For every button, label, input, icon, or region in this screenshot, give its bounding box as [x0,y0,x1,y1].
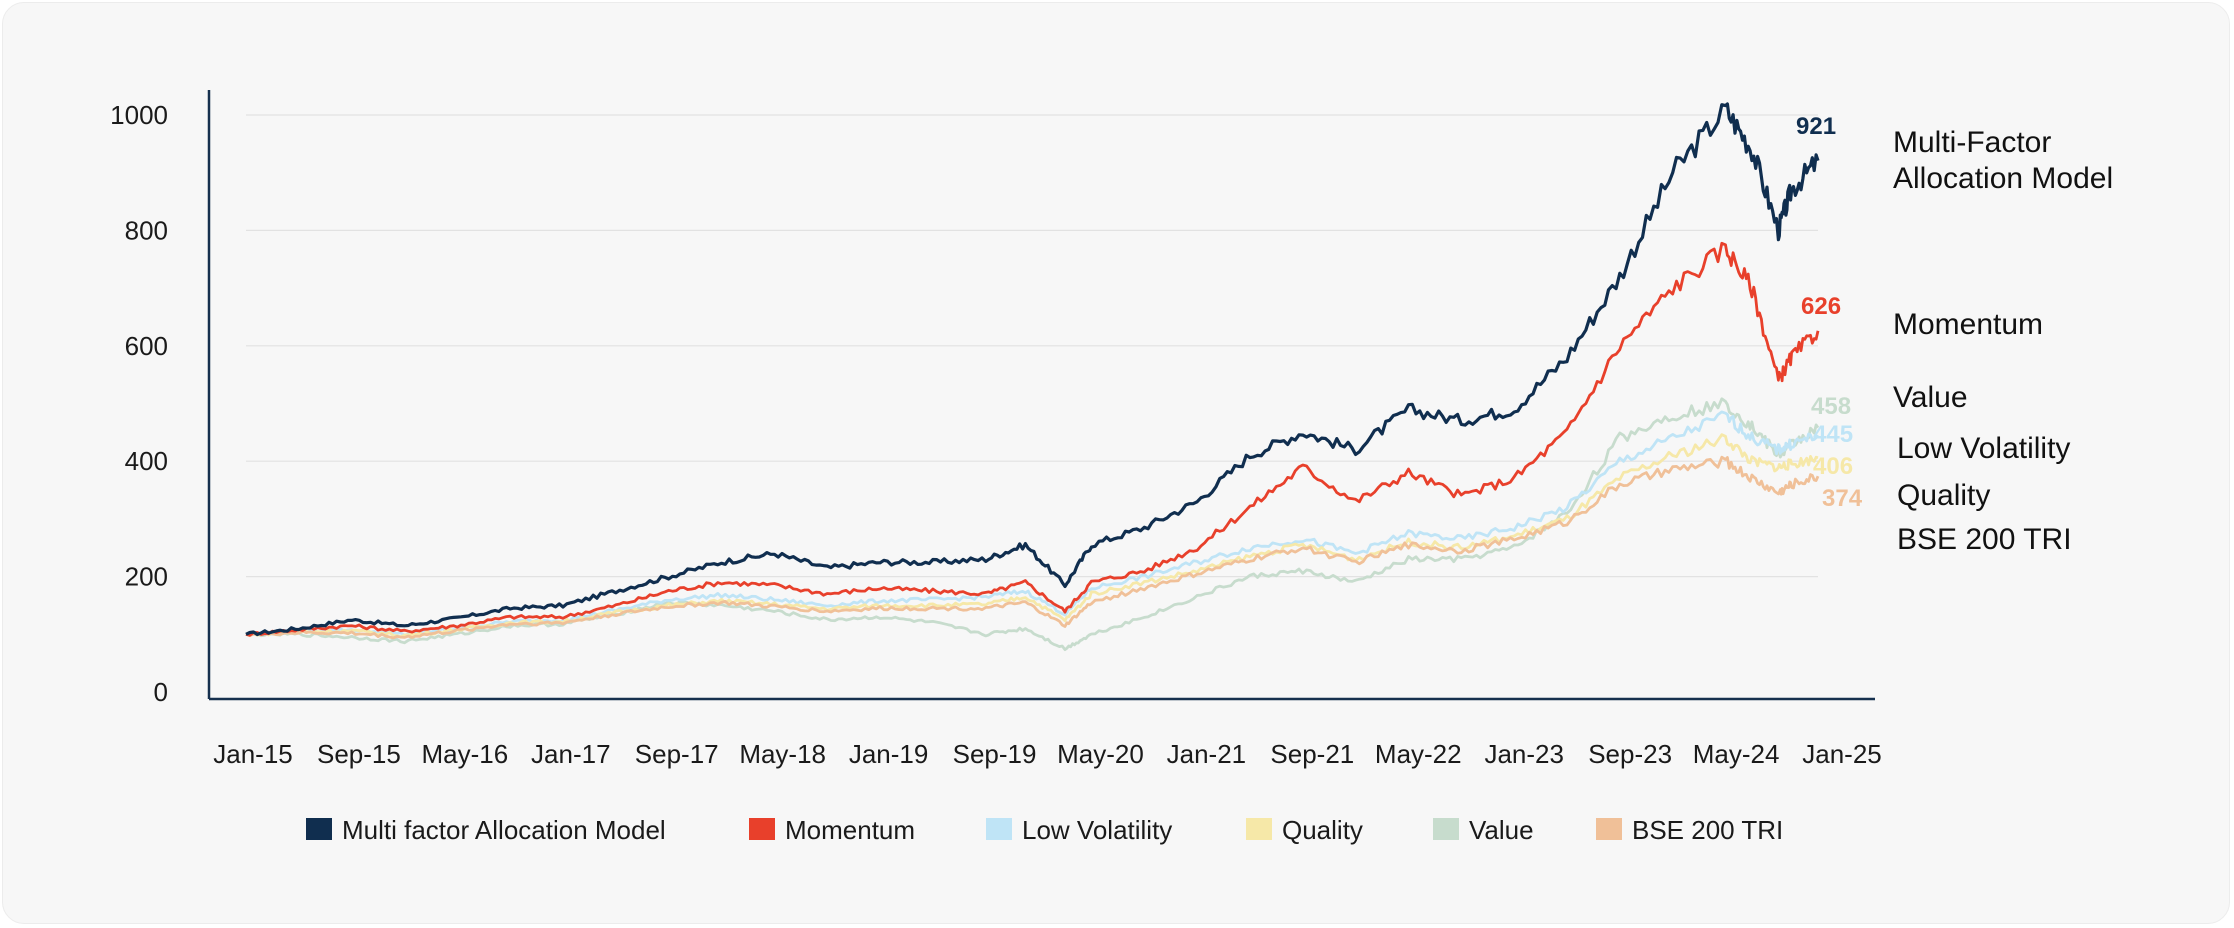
series-line [245,433,1819,639]
x-tick-label: Jan-17 [531,739,611,769]
legend-swatch [986,818,1012,840]
end-value-label: 921 [1796,113,1836,140]
legend-swatch [1246,818,1272,840]
right-series-label: Momentum [1893,308,2043,341]
legend-swatch [306,818,332,840]
legend-swatch [1596,818,1622,840]
x-tick-label: Jan-19 [849,739,929,769]
x-tick-label: Jan-23 [1484,739,1564,769]
legend-label: Momentum [785,815,915,845]
x-tick-label: May-22 [1375,739,1462,769]
legend-label: BSE 200 TRI [1632,815,1783,845]
series-line [245,455,1820,640]
series-lines [245,102,1820,651]
x-tick-label: May-18 [739,739,826,769]
x-tick-label: Sep-17 [635,739,719,769]
right-series-label: Allocation Model [1893,162,2113,195]
gridlines [246,114,1818,578]
end-value-label: 458 [1811,393,1851,420]
x-tick-label: Sep-15 [317,739,401,769]
right-series-label: Value [1893,381,1968,414]
x-tick-label: Sep-19 [953,739,1037,769]
right-series-label: BSE 200 TRI [1897,523,2072,556]
right-series-label: Low Volatility [1897,432,2070,465]
series-line [245,241,1820,637]
x-tick-label: Sep-21 [1270,739,1354,769]
end-value-labels: 921 626 445 406 458 374 [1796,113,1863,512]
end-value-label: 626 [1801,293,1841,320]
x-tick-label: May-20 [1057,739,1144,769]
y-tick-labels: 0 200 400 600 800 1000 [110,100,168,707]
end-value-label: 406 [1813,453,1853,480]
right-series-label: Multi-Factor [1893,126,2051,159]
x-tick-label: May-16 [422,739,509,769]
legend-swatch [1433,818,1459,840]
x-tick-label: May-24 [1693,739,1780,769]
end-value-label: 445 [1813,421,1853,448]
legend-label: Low Volatility [1022,815,1172,845]
x-tick-label: Jan-15 [213,739,293,769]
x-tick-label: Jan-25 [1802,739,1882,769]
x-tick-label: Jan-21 [1167,739,1247,769]
y-tick-label: 800 [125,215,168,245]
axes [207,90,1875,701]
series-line [245,102,1820,637]
x-tick-labels: Jan-15 Sep-15 May-16 Jan-17 Sep-17 May-18 Jan-… [213,739,1882,769]
legend: Multi factor Allocation Model Momentum Low… [306,815,1783,845]
y-tick-label: 200 [125,562,168,592]
y-tick-label: 1000 [110,100,168,130]
y-tick-label: 0 [154,677,168,707]
legend-swatch [749,818,775,840]
y-tick-label: 600 [125,331,168,361]
right-series-label: Quality [1897,479,1990,512]
legend-label: Value [1469,815,1534,845]
legend-label: Quality [1282,815,1363,845]
y-tick-label: 400 [125,446,168,476]
end-value-label: 374 [1822,485,1863,512]
series-line [245,397,1820,651]
legend-label: Multi factor Allocation Model [342,815,666,845]
x-tick-label: Sep-23 [1588,739,1672,769]
